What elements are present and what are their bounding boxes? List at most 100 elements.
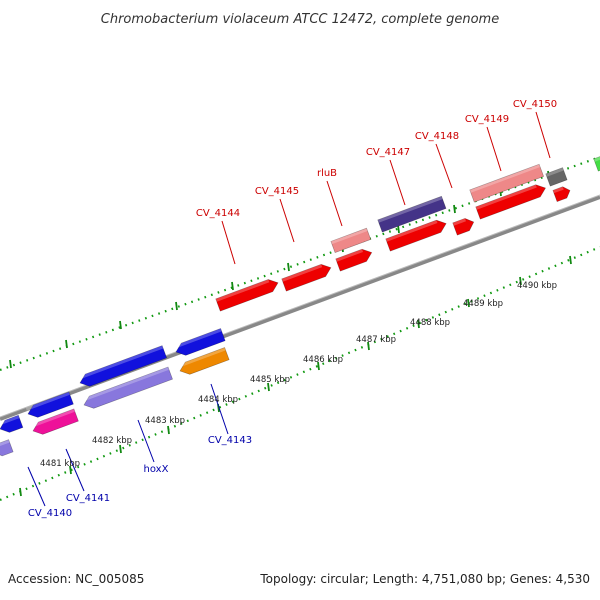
gene-cv4150-gray-highlight [545,167,564,177]
reverse-major-tick [417,319,420,329]
forward-leader-line [326,180,343,227]
gene-cv4149-pseudo[interactable] [469,163,545,203]
reverse-major-tick [569,255,572,265]
gene-cv4141-shape [32,408,79,435]
scale-label: 4485 kbp [250,375,290,385]
forward-gene-label[interactable]: CV_4144 [196,208,240,219]
gene-cv4149-pseudo-shape [469,163,545,203]
forward-dotted-track [0,155,600,372]
forward-gene-label[interactable]: CV_4148 [415,131,459,142]
gene-reverse-c-shape [27,391,74,418]
gene-hoxx-highlight [81,366,170,402]
forward-gene-label[interactable]: rluB [317,168,337,179]
reverse-gene-label[interactable]: CV_4143 [208,435,252,446]
reverse-gene-label[interactable]: hoxX [144,464,169,475]
gene-cv4147-shape [385,219,447,252]
gene-cv4149-pseudo-highlight [469,164,541,193]
gene-features [0,156,600,458]
forward-gene-label[interactable]: CV_4147 [366,147,410,158]
gene-hoxx[interactable] [81,366,173,411]
reverse-major-tick [519,276,522,286]
forward-major-tick [453,204,456,214]
gene-cv4144[interactable] [215,277,281,312]
scale-label: 4482 kbp [92,436,132,446]
forward-gene-label[interactable]: CV_4150 [513,99,557,110]
reverse-major-tick [267,382,270,392]
scale-label: 4486 kbp [303,355,343,365]
genome-summary-text: Topology: circular; Length: 4,751,080 bp… [260,572,590,586]
reverse-leader-line [137,419,155,463]
forward-major-tick [231,281,234,291]
gene-reverse-d-highlight [0,415,20,426]
gene-cv4143-highlight [177,347,226,368]
gene-hoxx-shape [83,366,173,409]
forward-leader-line [435,143,453,189]
forward-major-tick [65,339,68,349]
reverse-gene-label[interactable]: CV_4140 [28,508,72,519]
gene-cv4150-gray[interactable] [545,167,568,187]
gene-cv4149[interactable] [475,182,548,220]
forward-major-tick [9,359,12,369]
genome-title: Chromobacterium violaceum ATCC 12472, co… [101,12,499,27]
gene-cv4149-highlight [475,184,537,210]
accession-text: Accession: NC_005085 [8,572,145,586]
forward-major-tick [287,262,290,272]
gene-cv4147-alt[interactable] [377,195,447,233]
gene-cv4147-alt-highlight [377,196,443,223]
forward-gene-label[interactable]: CV_4145 [255,186,299,197]
gene-rlub-pseudo-shape [330,227,372,254]
gene-cv4140-shape [0,439,14,457]
gene-cv4145[interactable] [281,262,333,292]
scale-label: 4487 kbp [356,335,396,345]
scale-label: 4489 kbp [463,299,503,309]
gene-reverse-b[interactable] [77,345,168,389]
gene-cv4140[interactable] [0,439,14,458]
scale-labels: 4481 kbp 4482 kbp 4483 kbp 4484 kbp 4485 kbp… [40,281,557,469]
reverse-major-tick [167,425,170,435]
forward-leader-line [279,198,295,243]
gene-cv4147-alt-shape [377,195,447,233]
gene-next-green-highlight [593,156,600,162]
gene-cv4150-shape [552,186,571,203]
forward-leader-line [486,126,502,172]
reverse-major-tick [19,487,22,497]
gene-rlub-shape [335,248,373,272]
gene-labels: CV_4144 CV_4145 rluB CV_4147 CV_4148 CV_4149 C… [28,99,557,519]
gene-cv4147-highlight [385,220,438,242]
gene-cv4145-highlight [281,264,323,282]
forward-major-tick [119,320,122,330]
major-ticks [9,170,572,497]
reverse-major-tick [367,341,370,351]
scale-label: 4483 kbp [145,416,185,426]
scale-label: 4484 kbp [198,395,238,405]
gene-reverse-a[interactable] [173,328,226,359]
reverse-major-tick [119,444,122,454]
scale-label: 4490 kbp [517,281,557,291]
gene-cv4147[interactable] [385,217,449,252]
gene-cv4144-shape [215,279,279,312]
gene-cv4141[interactable] [30,408,79,437]
scale-label: 4481 kbp [40,459,80,469]
reverse-gene-label[interactable]: CV_4141 [66,493,110,504]
forward-major-tick [397,224,400,234]
forward-gene-label[interactable]: CV_4149 [465,114,509,125]
gene-rlub-highlight [335,249,364,262]
gene-cv4149-shape [475,184,546,220]
label-leader-lines [27,111,551,507]
gene-reverse-b-shape [79,345,168,387]
gene-reverse-a-highlight [173,328,222,349]
forward-major-tick [175,301,178,311]
gene-cv4143[interactable] [177,347,230,378]
forward-leader-line [221,220,236,265]
gene-cv4150[interactable] [552,185,572,203]
gene-reverse-d[interactable] [0,414,24,435]
gene-rlub[interactable] [335,246,374,272]
gene-rlub-pseudo-highlight [330,228,368,245]
gene-reverse-c[interactable] [25,391,74,420]
gene-cv4144-highlight [215,279,270,302]
gene-rlub-pseudo[interactable] [330,227,372,254]
reverse-leader-line [65,448,85,492]
scale-label: 4488 kbp [410,318,450,328]
gene-cv4148[interactable] [452,216,476,236]
